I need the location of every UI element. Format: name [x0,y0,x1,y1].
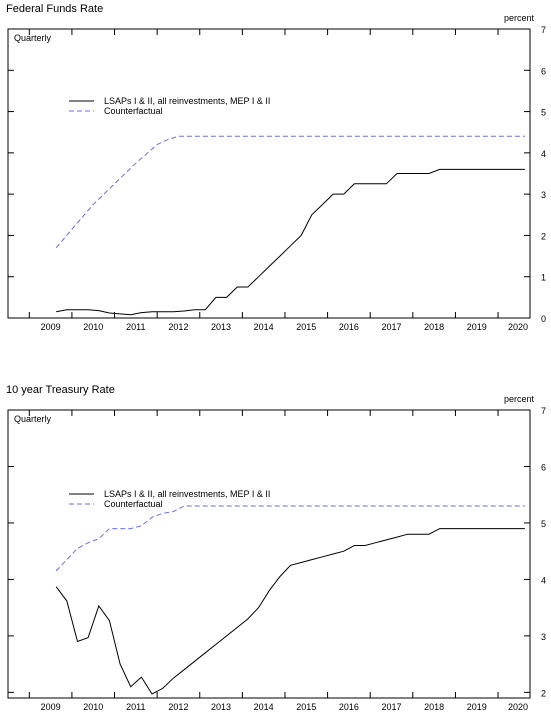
x-tick-label: 2018 [424,322,444,332]
x-tick-label: 2012 [168,702,188,712]
x-tick-label: 2014 [254,702,274,712]
x-tick-label: 2018 [424,702,444,712]
x-tick-label: 2010 [83,322,103,332]
x-tick-label: 2020 [508,702,528,712]
x-tick-label: 2013 [211,322,231,332]
chart-title: Federal Funds Rate [6,3,104,15]
y-tick-label: 2 [541,688,546,698]
legend-label: LSAPs I & II, all reinvestments, MEP I &… [104,96,270,106]
y-tick-label: 1 [541,273,546,283]
y-tick-label: 7 [541,406,546,416]
x-tick-label: 2016 [339,702,359,712]
legend-label: Counterfactual [104,499,163,509]
plot-frame [7,28,531,319]
x-tick-label: 2013 [211,702,231,712]
y-tick-label: 6 [541,66,546,76]
y-tick-label: 2 [541,231,546,241]
y-axis-label: percent [504,13,535,23]
x-tick-label: 2019 [467,322,487,332]
x-tick-label: 2011 [126,702,145,712]
y-tick-label: 6 [541,462,546,472]
x-tick-label: 2015 [296,702,316,712]
x-tick-label: 2019 [467,702,487,712]
x-tick-label: 2015 [296,322,316,332]
y-axis-label: percent [504,394,535,404]
chart-panel-treasury: 10 year Treasury Rate 2 3 4 5 6 7 percent Quart… [0,380,551,716]
y-tick-label: 7 [541,25,546,35]
y-tick-label: 4 [541,149,546,159]
x-tick-label: 2014 [254,322,274,332]
x-tick-label: 2009 [41,322,61,332]
frequency-label: Quarterly [14,33,52,43]
frequency-label: Quarterly [14,414,52,424]
legend-label: LSAPs I & II, all reinvestments, MEP I &… [104,489,270,499]
treasury-chart: 2 3 4 5 6 7 percent Quarterly 2009 2010 2011 2012 20… [7,394,546,712]
series-line-lsaps [55,528,525,695]
y-tick-label: 4 [541,575,546,585]
y-tick-label: 5 [541,519,546,529]
series-line-counterfactual [55,135,525,249]
plot-frame [7,409,531,699]
x-tick-label: 2010 [83,702,103,712]
series-line-lsaps [56,168,525,316]
y-tick-label: 5 [541,108,546,118]
chart-title: 10 year Treasury Rate [6,384,115,396]
x-tick-label: 2020 [508,322,528,332]
series-line-counterfactual [55,505,525,572]
x-tick-label: 2011 [126,322,145,332]
y-tick-label: 3 [541,190,546,200]
x-tick-label: 2016 [339,322,359,332]
x-tick-label: 2017 [381,322,401,332]
legend-label: Counterfactual [104,106,163,116]
x-tick-label: 2012 [168,322,188,332]
fed-funds-chart: 0 1 2 3 4 5 6 7 percent Quarterly 2009 2010 2011 2012… [7,13,546,332]
chart-panel-fed-funds: Federal Funds Rate 0 1 2 3 4 5 6 7 percent Quarte… [0,0,551,340]
y-tick-label: 0 [541,314,546,324]
y-tick-label: 3 [541,632,546,642]
x-tick-label: 2009 [41,702,61,712]
x-tick-label: 2017 [381,702,401,712]
